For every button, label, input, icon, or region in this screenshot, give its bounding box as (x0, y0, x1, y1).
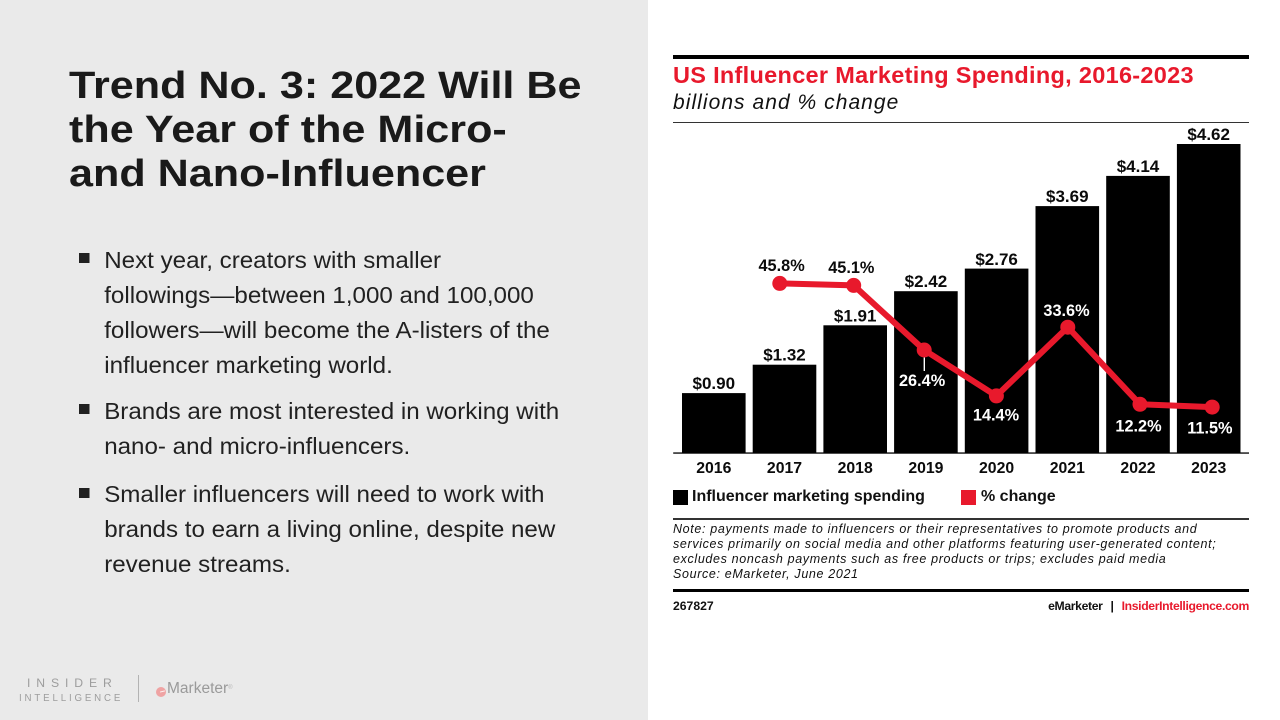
svg-text:2017: 2017 (767, 460, 802, 477)
svg-text:12.2%: 12.2% (1115, 417, 1162, 435)
svg-text:$3.69: $3.69 (1046, 187, 1089, 206)
svg-text:$2.76: $2.76 (975, 250, 1018, 269)
svg-text:2022: 2022 (1120, 460, 1155, 477)
svg-text:2019: 2019 (908, 460, 943, 477)
svg-text:2020: 2020 (979, 460, 1014, 477)
svg-text:$4.14: $4.14 (1117, 157, 1160, 176)
svg-text:11.5%: 11.5% (1187, 420, 1233, 438)
svg-text:45.1%: 45.1% (828, 259, 875, 277)
svg-text:14.4%: 14.4% (973, 407, 1020, 425)
svg-text:2021: 2021 (1050, 460, 1085, 477)
svg-text:$2.42: $2.42 (905, 272, 948, 291)
svg-text:26.4%: 26.4% (899, 372, 946, 390)
svg-text:$1.32: $1.32 (763, 346, 806, 365)
svg-text:45.8%: 45.8% (759, 257, 806, 275)
svg-text:2023: 2023 (1191, 460, 1226, 477)
svg-text:2018: 2018 (838, 460, 873, 477)
svg-text:$1.91: $1.91 (834, 306, 877, 325)
svg-text:$0.90: $0.90 (693, 374, 736, 393)
svg-text:33.6%: 33.6% (1043, 302, 1090, 320)
svg-text:$4.62: $4.62 (1187, 125, 1230, 144)
svg-text:2016: 2016 (696, 460, 731, 477)
